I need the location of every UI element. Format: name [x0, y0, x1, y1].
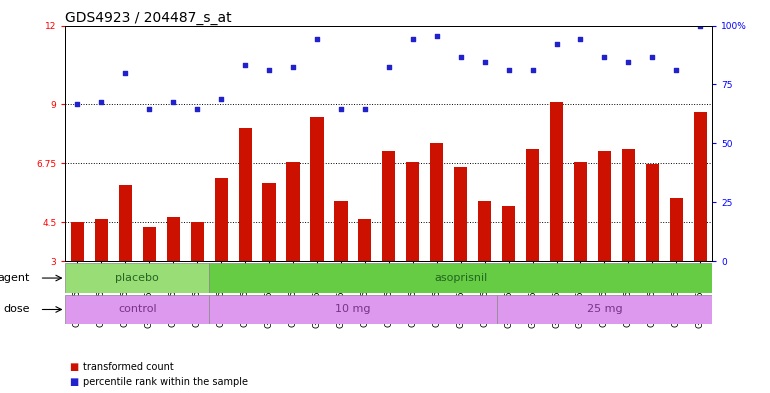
Bar [526, 149, 539, 261]
Point [478, 59, 490, 65]
Text: 10 mg: 10 mg [335, 305, 370, 314]
Bar [478, 201, 491, 261]
Bar [209, 263, 712, 293]
Point [574, 35, 587, 42]
Bar [646, 164, 659, 261]
Bar [694, 112, 707, 261]
Bar [454, 167, 467, 261]
Bar [430, 143, 444, 261]
Point [191, 106, 203, 112]
Bar [622, 149, 635, 261]
Point [454, 54, 467, 60]
Text: ■: ■ [69, 377, 79, 387]
Text: percentile rank within the sample: percentile rank within the sample [83, 377, 248, 387]
Text: 25 mg: 25 mg [587, 305, 622, 314]
Bar [65, 295, 209, 324]
Bar [166, 217, 180, 261]
Point [430, 33, 443, 39]
Bar [65, 263, 209, 293]
Point [551, 41, 563, 47]
Point [72, 101, 84, 107]
Point [335, 106, 347, 112]
Point [359, 106, 371, 112]
Bar [670, 198, 683, 261]
Bar [209, 295, 497, 324]
Bar [334, 201, 347, 261]
Point [646, 54, 658, 60]
Text: control: control [118, 305, 156, 314]
Text: asoprisnil: asoprisnil [434, 273, 487, 283]
Bar [550, 101, 563, 261]
Point [598, 54, 611, 60]
Bar [286, 162, 300, 261]
Bar [407, 162, 420, 261]
Point [287, 64, 300, 71]
Bar [598, 151, 611, 261]
Bar [502, 206, 515, 261]
Bar [263, 183, 276, 261]
Point [527, 67, 539, 73]
Point [311, 35, 323, 42]
Point [119, 70, 132, 76]
Bar [574, 162, 587, 261]
Point [694, 22, 706, 29]
Point [239, 62, 251, 68]
Text: agent: agent [0, 273, 30, 283]
Bar [239, 128, 252, 261]
Point [215, 96, 227, 102]
Point [503, 67, 515, 73]
Point [622, 59, 634, 65]
Bar [215, 178, 228, 261]
Bar [142, 227, 156, 261]
Text: placebo: placebo [116, 273, 159, 283]
Bar [358, 219, 371, 261]
Point [167, 98, 179, 105]
Text: transformed count: transformed count [83, 362, 174, 373]
Text: GDS4923 / 204487_s_at: GDS4923 / 204487_s_at [65, 11, 232, 24]
Point [263, 67, 275, 73]
Bar [382, 151, 396, 261]
Bar [71, 222, 84, 261]
Bar [497, 295, 712, 324]
Point [670, 67, 682, 73]
Bar [191, 222, 204, 261]
Point [95, 98, 108, 105]
Text: ■: ■ [69, 362, 79, 373]
Bar [95, 219, 108, 261]
Bar [119, 185, 132, 261]
Point [143, 106, 156, 112]
Point [383, 64, 395, 71]
Bar [310, 117, 323, 261]
Point [407, 35, 419, 42]
Text: dose: dose [3, 305, 30, 314]
